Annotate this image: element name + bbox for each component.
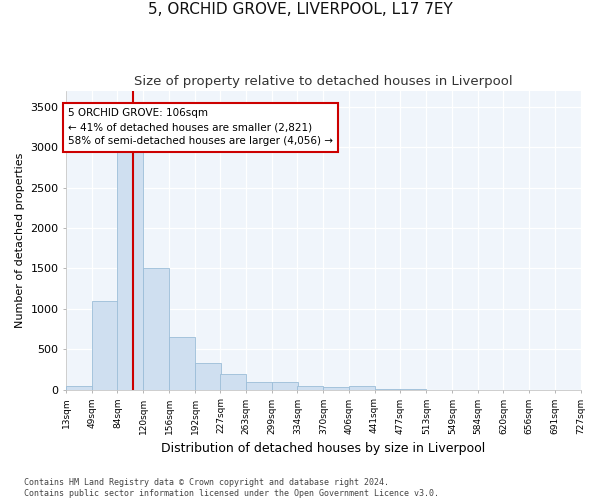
Text: Contains HM Land Registry data © Crown copyright and database right 2024.
Contai: Contains HM Land Registry data © Crown c… xyxy=(24,478,439,498)
X-axis label: Distribution of detached houses by size in Liverpool: Distribution of detached houses by size … xyxy=(161,442,485,455)
Bar xyxy=(169,337,195,390)
Bar xyxy=(143,268,169,390)
Bar xyxy=(67,386,92,390)
Y-axis label: Number of detached properties: Number of detached properties xyxy=(15,152,25,328)
Bar xyxy=(298,386,323,390)
Text: 5 ORCHID GROVE: 106sqm
← 41% of detached houses are smaller (2,821)
58% of semi-: 5 ORCHID GROVE: 106sqm ← 41% of detached… xyxy=(68,108,333,146)
Bar xyxy=(374,389,400,390)
Bar xyxy=(92,300,118,390)
Bar xyxy=(195,364,221,390)
Text: 5, ORCHID GROVE, LIVERPOOL, L17 7EY: 5, ORCHID GROVE, LIVERPOOL, L17 7EY xyxy=(148,2,452,18)
Bar xyxy=(118,151,143,390)
Bar xyxy=(247,382,272,390)
Bar xyxy=(272,382,298,390)
Bar xyxy=(349,386,375,390)
Bar xyxy=(220,374,247,390)
Title: Size of property relative to detached houses in Liverpool: Size of property relative to detached ho… xyxy=(134,75,513,88)
Bar xyxy=(323,387,349,390)
